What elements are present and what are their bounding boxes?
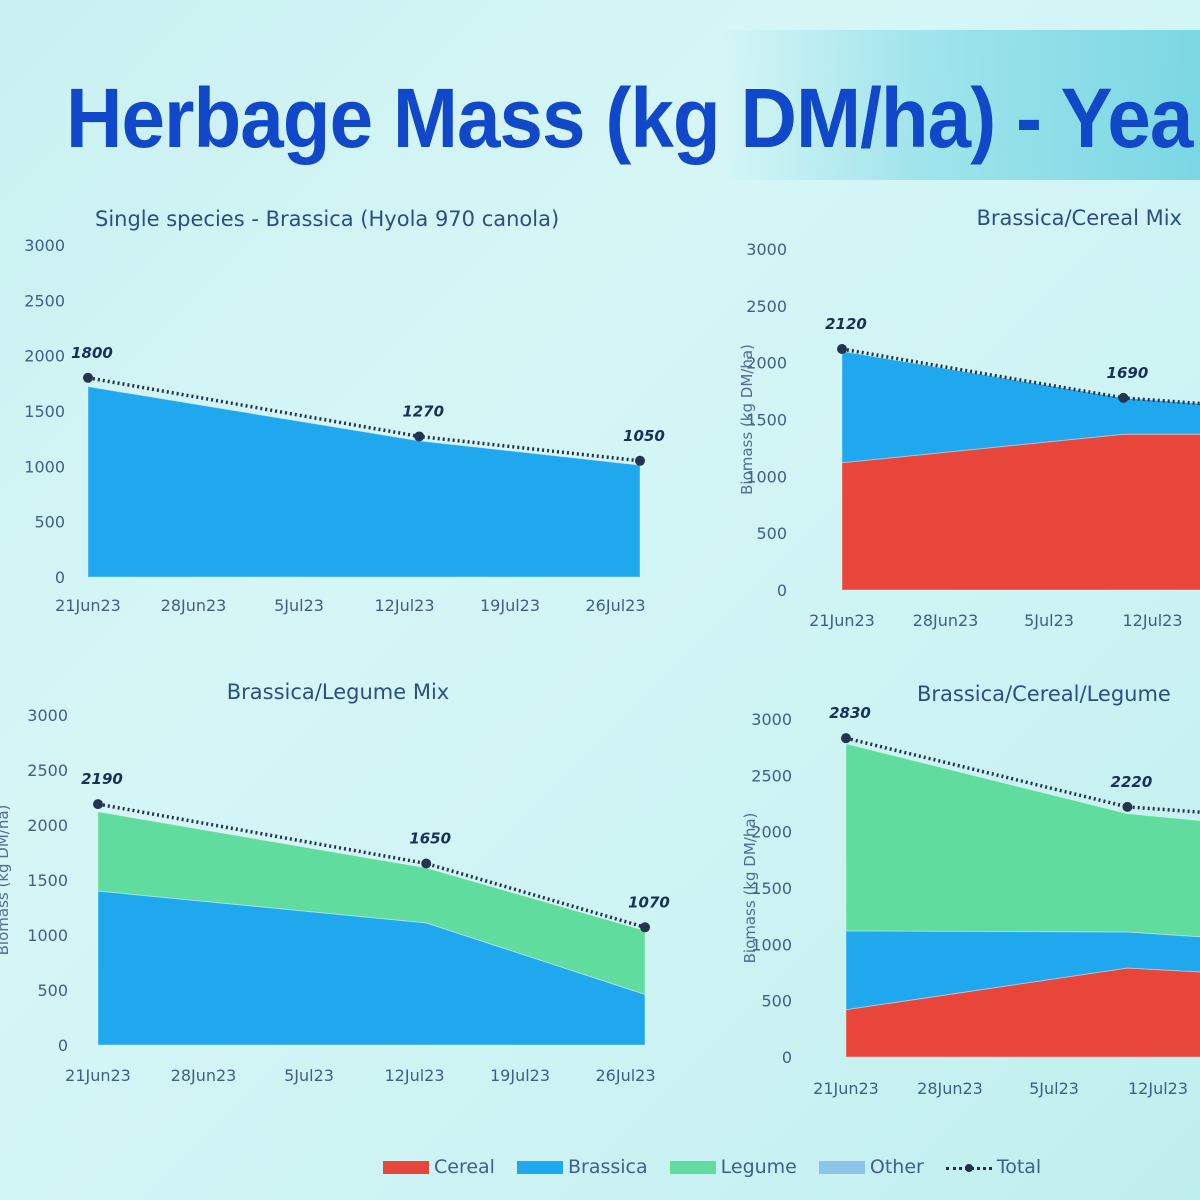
chart-3-x-tick: 21Jun23 (65, 1066, 131, 1085)
chart-2-y-tick: 3000 (746, 240, 787, 259)
chart-3-y-tick: 1500 (27, 871, 68, 890)
legend-item-brassica: Brassica (516, 1156, 648, 1178)
chart-3-x-tick: 12Jul23 (384, 1066, 444, 1085)
chart-1-total-point (414, 431, 425, 442)
chart-4-y-tick: 0 (782, 1048, 792, 1067)
chart-3-x-tick: 26Jul23 (595, 1066, 655, 1085)
chart-1-y-tick: 3000 (24, 236, 65, 255)
chart-4-y-tick: 3000 (751, 710, 792, 729)
chart-2-total-point (1118, 392, 1129, 403)
chart-3-y-tick: 2000 (27, 816, 68, 835)
chart-2-title: Brassica/Cereal Mix (976, 206, 1182, 230)
chart-1-total-label: 1270 (402, 402, 444, 420)
chart-2-x-tick: 28Jun23 (913, 611, 979, 630)
chart-1-x-tick: 21Jun23 (55, 596, 121, 615)
chart-3-y-tick: 1000 (27, 926, 68, 945)
chart-4-total-label: 2830 (829, 704, 871, 722)
chart-1-total-point (83, 372, 93, 383)
legend-label-brassica: Brassica (567, 1156, 648, 1178)
chart-2-y-tick: 1500 (746, 411, 787, 430)
chart-1-x-tick: 28Jun23 (161, 596, 227, 615)
chart-4-y-tick: 2500 (751, 766, 792, 785)
chart-2-x-tick: 12Jul23 (1122, 611, 1182, 630)
chart-3-y-tick: 500 (37, 981, 68, 1000)
chart-3-y-tick: 3000 (27, 706, 68, 725)
legend-swatch-legume (669, 1160, 716, 1174)
chart-1-area-brassica (87, 386, 641, 578)
chart-4-total-point (841, 733, 851, 744)
chart-1-x-tick: 19Jul23 (480, 596, 540, 615)
chart-1-total-point (635, 455, 645, 466)
chart-4-y-axis-label: Biomass (kg DM/ha) (741, 813, 759, 964)
chart-2-area-cereal (841, 433, 1200, 591)
chart-2-y-tick: 1000 (746, 467, 787, 486)
chart-1-y-tick: 500 (34, 513, 65, 532)
chart-4-area-legume (845, 743, 1200, 938)
legend-swatch-other (818, 1160, 865, 1174)
chart-3-total-label: 1650 (409, 830, 451, 848)
chart-1-y-tick: 1000 (24, 457, 65, 476)
chart-3-x-tick: 19Jul23 (490, 1066, 550, 1085)
chart-1-y-tick: 2000 (24, 347, 65, 366)
chart-3-y-axis-label: Biomass (kg DM/ha) (0, 805, 12, 956)
chart-4-total-label: 2220 (1111, 773, 1153, 791)
legend-swatch-cereal (383, 1160, 429, 1174)
legend: Cereal Brassica Legume Other Total (383, 1156, 1041, 1178)
chart-4-total-line (845, 736, 1200, 814)
chart-3-total-label: 1070 (628, 893, 670, 911)
title-highlight-band (720, 30, 1200, 180)
chart-2-y-tick: 0 (777, 581, 787, 600)
chart-2-total-label: 2120 (825, 315, 867, 333)
chart-1-y-tick: 1500 (24, 402, 65, 421)
chart-1-x-tick: 12Jul23 (374, 596, 434, 615)
legend-swatch-brassica (516, 1160, 563, 1174)
chart-1-total-label: 1050 (623, 427, 665, 445)
chart-4-x-tick: 5Jul23 (1029, 1079, 1079, 1098)
chart-3-x-tick: 28Jun23 (171, 1066, 237, 1085)
chart-2-y-tick: 500 (756, 524, 787, 543)
chart-3-total-point (421, 858, 432, 869)
legend-item-total: Total (945, 1156, 1042, 1178)
chart-2-total-label: 1690 (1107, 364, 1149, 382)
legend-label-total: Total (996, 1156, 1042, 1178)
chart-4-x-tick: 21Jun23 (813, 1079, 879, 1098)
chart-2-y-axis-label: Biomass (kg DM/ha) (738, 344, 756, 495)
legend-swatch-total (945, 1161, 992, 1174)
chart-3-total-line (97, 802, 646, 929)
slide-title: Herbage Mass (kg DM/ha) - Yea (66, 71, 1193, 165)
chart-4-y-tick: 1500 (751, 879, 792, 898)
legend-item-cereal: Cereal (383, 1156, 495, 1178)
chart-1-y-tick: 2500 (24, 291, 65, 310)
chart-1-title: Single species - Brassica (Hyola 970 can… (95, 207, 559, 231)
chart-2-x-tick: 5Jul23 (1024, 611, 1074, 630)
legend-label-other: Other (869, 1156, 924, 1178)
chart-4-total-point (1122, 801, 1133, 812)
legend-item-legume: Legume (669, 1156, 797, 1178)
chart-3-title: Brassica/Legume Mix (227, 680, 449, 704)
chart-4-y-tick: 1000 (751, 935, 792, 954)
chart-4-title: Brassica/Cereal/Legume (917, 682, 1171, 706)
chart-4-y-tick: 2000 (751, 823, 792, 842)
chart-2-y-tick: 2000 (746, 354, 787, 373)
chart-2-total-point (837, 344, 847, 355)
chart-3-total-point (640, 922, 650, 933)
chart-1-x-tick: 5Jul23 (274, 596, 324, 615)
chart-3-y-tick: 2500 (27, 761, 68, 780)
legend-label-cereal: Cereal (434, 1156, 495, 1178)
chart-1-y-tick: 0 (55, 568, 65, 587)
chart-3-x-tick: 5Jul23 (284, 1066, 334, 1085)
legend-label-legume: Legume (720, 1156, 797, 1178)
chart-2-x-tick: 21Jun23 (809, 611, 875, 630)
chart-3-total-point (93, 799, 103, 810)
legend-item-other: Other (818, 1156, 924, 1178)
chart-2-y-tick: 2500 (746, 297, 787, 316)
chart-4-x-tick: 12Jul23 (1128, 1079, 1188, 1098)
chart-1-x-tick: 26Jul23 (585, 596, 645, 615)
chart-3-y-tick: 0 (58, 1036, 68, 1055)
chart-3-total-label: 2190 (81, 770, 123, 788)
chart-4-y-tick: 500 (761, 992, 792, 1011)
chart-1-total-label: 1800 (71, 344, 113, 362)
chart-4-x-tick: 28Jun23 (917, 1079, 983, 1098)
